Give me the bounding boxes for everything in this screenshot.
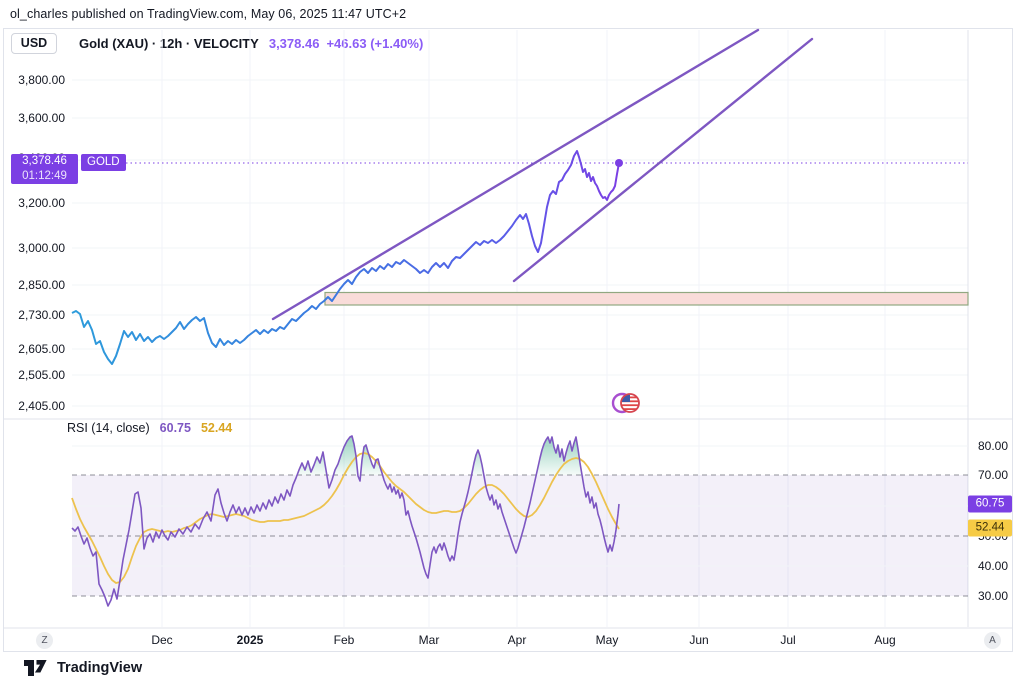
attribution-text: ol_charles published on TradingView.com,… — [10, 7, 407, 21]
footer: TradingView — [0, 652, 1024, 684]
price-axis-label: 3,600.00 — [18, 111, 65, 125]
time-axis-label: May — [595, 633, 619, 647]
time-axis-label: Jul — [780, 633, 796, 647]
price-axis-label: 3,200.00 — [18, 196, 65, 210]
price-badge-countdown: 01:12:49 — [22, 170, 67, 182]
rsi-signal-value: 52.44 — [200, 421, 233, 435]
time-axis-label: Apr — [507, 633, 527, 647]
chart-frame: USD Gold (XAU) · 12h · VELOCITY 3,378.46… — [3, 28, 1013, 652]
rsi-axis-label: 30.00 — [977, 589, 1008, 603]
symbol-label-badge: GOLD — [81, 154, 126, 171]
time-axis-label: Aug — [874, 633, 896, 647]
price-axis-label: 2,730.00 — [18, 308, 65, 322]
tradingview-logo-icon — [24, 660, 47, 676]
time-axis-label: Dec — [151, 633, 173, 647]
symbol-row: USD Gold (XAU) · 12h · VELOCITY 3,378.46… — [11, 31, 423, 55]
rsi-legend-title: RSI (14, close) — [67, 421, 150, 435]
rsi-value: 60.75 — [159, 421, 191, 435]
rsi-axis-label: 40.00 — [977, 559, 1008, 573]
axis-button-z[interactable]: Z — [36, 632, 53, 649]
price-axis-label: 2,605.00 — [18, 342, 65, 356]
symbol-title: Gold (XAU) · 12h · VELOCITY — [79, 35, 259, 51]
tradingview-brand-text: TradingView — [57, 660, 143, 676]
price-axis-label: 2,405.00 — [18, 399, 65, 413]
time-axis-label: Jun — [689, 633, 709, 647]
rsi-axis-label: 70.00 — [977, 468, 1008, 482]
time-axis-label: 2025 — [236, 633, 264, 647]
price-axis-label: 2,505.00 — [18, 368, 65, 382]
tradingview-brand-link[interactable]: TradingView — [24, 660, 142, 676]
rsi-value-badge: 60.75 — [968, 495, 1012, 513]
axis-button-a[interactable]: A — [984, 632, 1001, 649]
rsi-axis-label: 80.00 — [977, 439, 1008, 453]
rsi-legend: RSI (14, close) 60.75 52.44 — [67, 421, 232, 435]
price-badge: 3,378.46 01:12:49 — [11, 154, 78, 184]
price-axis-label: 3,000.00 — [18, 241, 65, 255]
symbol-last-price: 3,378.46 — [268, 35, 320, 51]
price-axis-label: 2,850.00 — [18, 278, 65, 292]
price-axis-label: 3,800.00 — [18, 73, 65, 87]
rsi-signal-badge: 52.44 — [968, 519, 1012, 537]
price-badge-value: 3,378.46 — [22, 155, 67, 167]
time-axis-label: Mar — [418, 633, 440, 647]
currency-badge: USD — [11, 32, 57, 54]
symbol-change: +46.63 (+1.40%) — [326, 35, 424, 51]
time-axis-label: Feb — [333, 633, 355, 647]
